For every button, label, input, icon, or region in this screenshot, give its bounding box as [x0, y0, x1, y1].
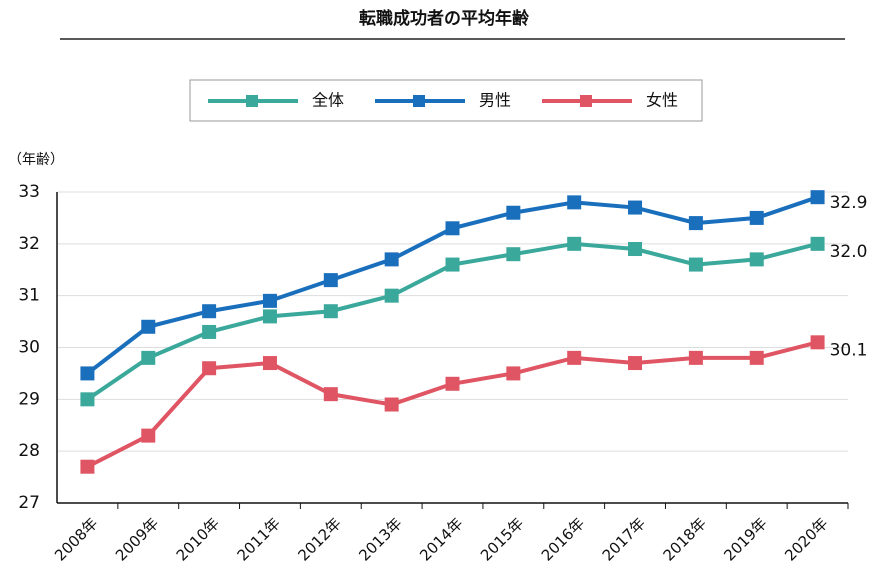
- point: [262, 309, 277, 324]
- point: [141, 428, 156, 443]
- x-tick-label: 2016年: [538, 514, 588, 564]
- x-tick-label: 2014年: [416, 514, 466, 564]
- point: [749, 350, 764, 365]
- legend-marker: [580, 95, 592, 107]
- point: [202, 324, 217, 339]
- point: [384, 397, 399, 412]
- point: [749, 210, 764, 225]
- point: [506, 205, 521, 220]
- point: [810, 335, 825, 350]
- series-line: [86, 340, 819, 469]
- y-tick-label: 31: [18, 286, 40, 306]
- point: [141, 319, 156, 334]
- point: [810, 236, 825, 251]
- point: [506, 247, 521, 262]
- y-tick-label: 27: [18, 493, 40, 513]
- point: [445, 376, 460, 391]
- point: [202, 304, 217, 319]
- point: [688, 216, 703, 231]
- x-tick-label: 2009年: [112, 514, 162, 564]
- y-tick-label: 28: [18, 441, 40, 461]
- legend-label: 男性: [479, 91, 511, 110]
- legend-label: 女性: [646, 91, 678, 110]
- x-tick-label: 2013年: [355, 514, 405, 564]
- point: [445, 221, 460, 236]
- chart-title: 転職成功者の平均年齢: [359, 8, 530, 29]
- point: [262, 356, 277, 371]
- value-label: 32.0: [830, 242, 868, 262]
- point: [628, 200, 643, 215]
- point: [141, 350, 156, 365]
- x-tick-label: 2018年: [660, 514, 710, 564]
- legend-marker: [246, 95, 258, 107]
- y-tick-label: 29: [18, 389, 40, 409]
- point: [262, 293, 277, 308]
- point: [749, 252, 764, 267]
- point: [202, 361, 217, 376]
- point: [323, 273, 338, 288]
- y-axis-label: （年齢）: [8, 152, 64, 168]
- y-tick-label: 32: [18, 234, 40, 254]
- point: [323, 387, 338, 402]
- legend-marker: [413, 95, 425, 107]
- point: [628, 356, 643, 371]
- y-tick-label: 33: [18, 182, 40, 202]
- x-tick-label: 2017年: [599, 514, 649, 564]
- point: [567, 195, 582, 210]
- x-tick-label: 2008年: [51, 514, 101, 564]
- x-tick-label: 2010年: [173, 514, 223, 564]
- x-tick-label: 2019年: [720, 514, 770, 564]
- point: [445, 257, 460, 272]
- point: [80, 392, 95, 407]
- point: [384, 252, 399, 267]
- point: [384, 288, 399, 303]
- value-label: 30.1: [830, 340, 868, 360]
- point: [506, 366, 521, 381]
- x-tick-label: 2011年: [234, 514, 284, 564]
- y-tick-label: 30: [18, 338, 40, 358]
- point: [688, 257, 703, 272]
- point: [688, 350, 703, 365]
- point: [567, 350, 582, 365]
- point: [628, 242, 643, 257]
- point: [323, 304, 338, 319]
- point: [567, 236, 582, 251]
- point: [80, 459, 95, 474]
- x-tick-label: 2015年: [477, 514, 527, 564]
- point: [810, 190, 825, 205]
- x-tick-label: 2020年: [781, 514, 831, 564]
- legend-label: 全体: [312, 91, 344, 110]
- value-label: 32.9: [830, 193, 868, 213]
- x-tick-label: 2012年: [294, 514, 344, 564]
- point: [80, 366, 95, 381]
